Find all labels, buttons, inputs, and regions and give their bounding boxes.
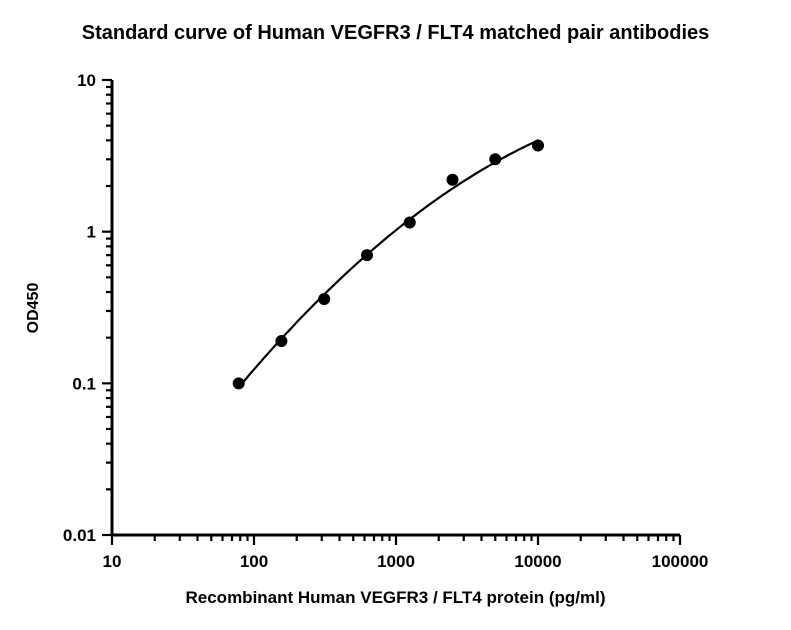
x-tick-label: 10000 [514,552,561,571]
data-point [403,216,416,229]
data-point [489,153,502,166]
y-tick-label: 0.01 [63,526,96,545]
data-point [532,139,544,152]
y-tick-label: 0.1 [72,374,96,393]
x-tick-label: 100000 [652,552,709,571]
data-point [275,335,288,348]
fitted-curve [237,139,539,389]
data-points [232,139,544,390]
axes [110,80,680,537]
x-tick-label: 10 [103,552,122,571]
x-tick-label: 100 [240,552,268,571]
y-tick-label: 1 [87,223,96,242]
y-tick-label: 10 [77,71,96,90]
data-point [361,249,374,262]
data-point [232,377,245,390]
chart-title: Standard curve of Human VEGFR3 / FLT4 ma… [81,22,710,44]
x-tick-label: 1000 [377,552,415,571]
x-axis-label: Recombinant Human VEGFR3 / FLT4 protein … [185,588,606,607]
tick-marks [102,78,682,545]
data-point [446,173,459,186]
data-point [318,292,331,305]
y-axis-label: OD450 [25,283,42,334]
tick-labels: 10 100 1000 10000 100000 0.01 0.1 1 10 [63,71,708,571]
